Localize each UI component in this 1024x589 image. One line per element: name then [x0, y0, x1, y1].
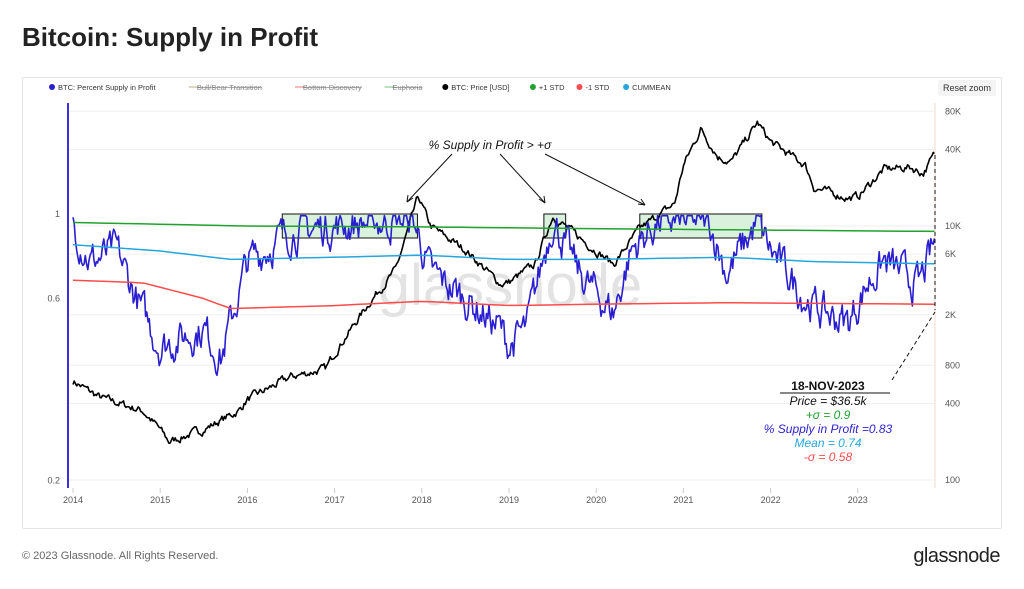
brand-logo: glassnode — [913, 545, 1000, 567]
copyright: © 2023 Glassnode. All Rights Reserved. — [22, 550, 219, 562]
reset-zoom-button[interactable]: Reset zoom — [938, 80, 997, 96]
chart-card — [22, 77, 1002, 529]
page-title: Bitcoin: Supply in Profit — [22, 22, 319, 52]
